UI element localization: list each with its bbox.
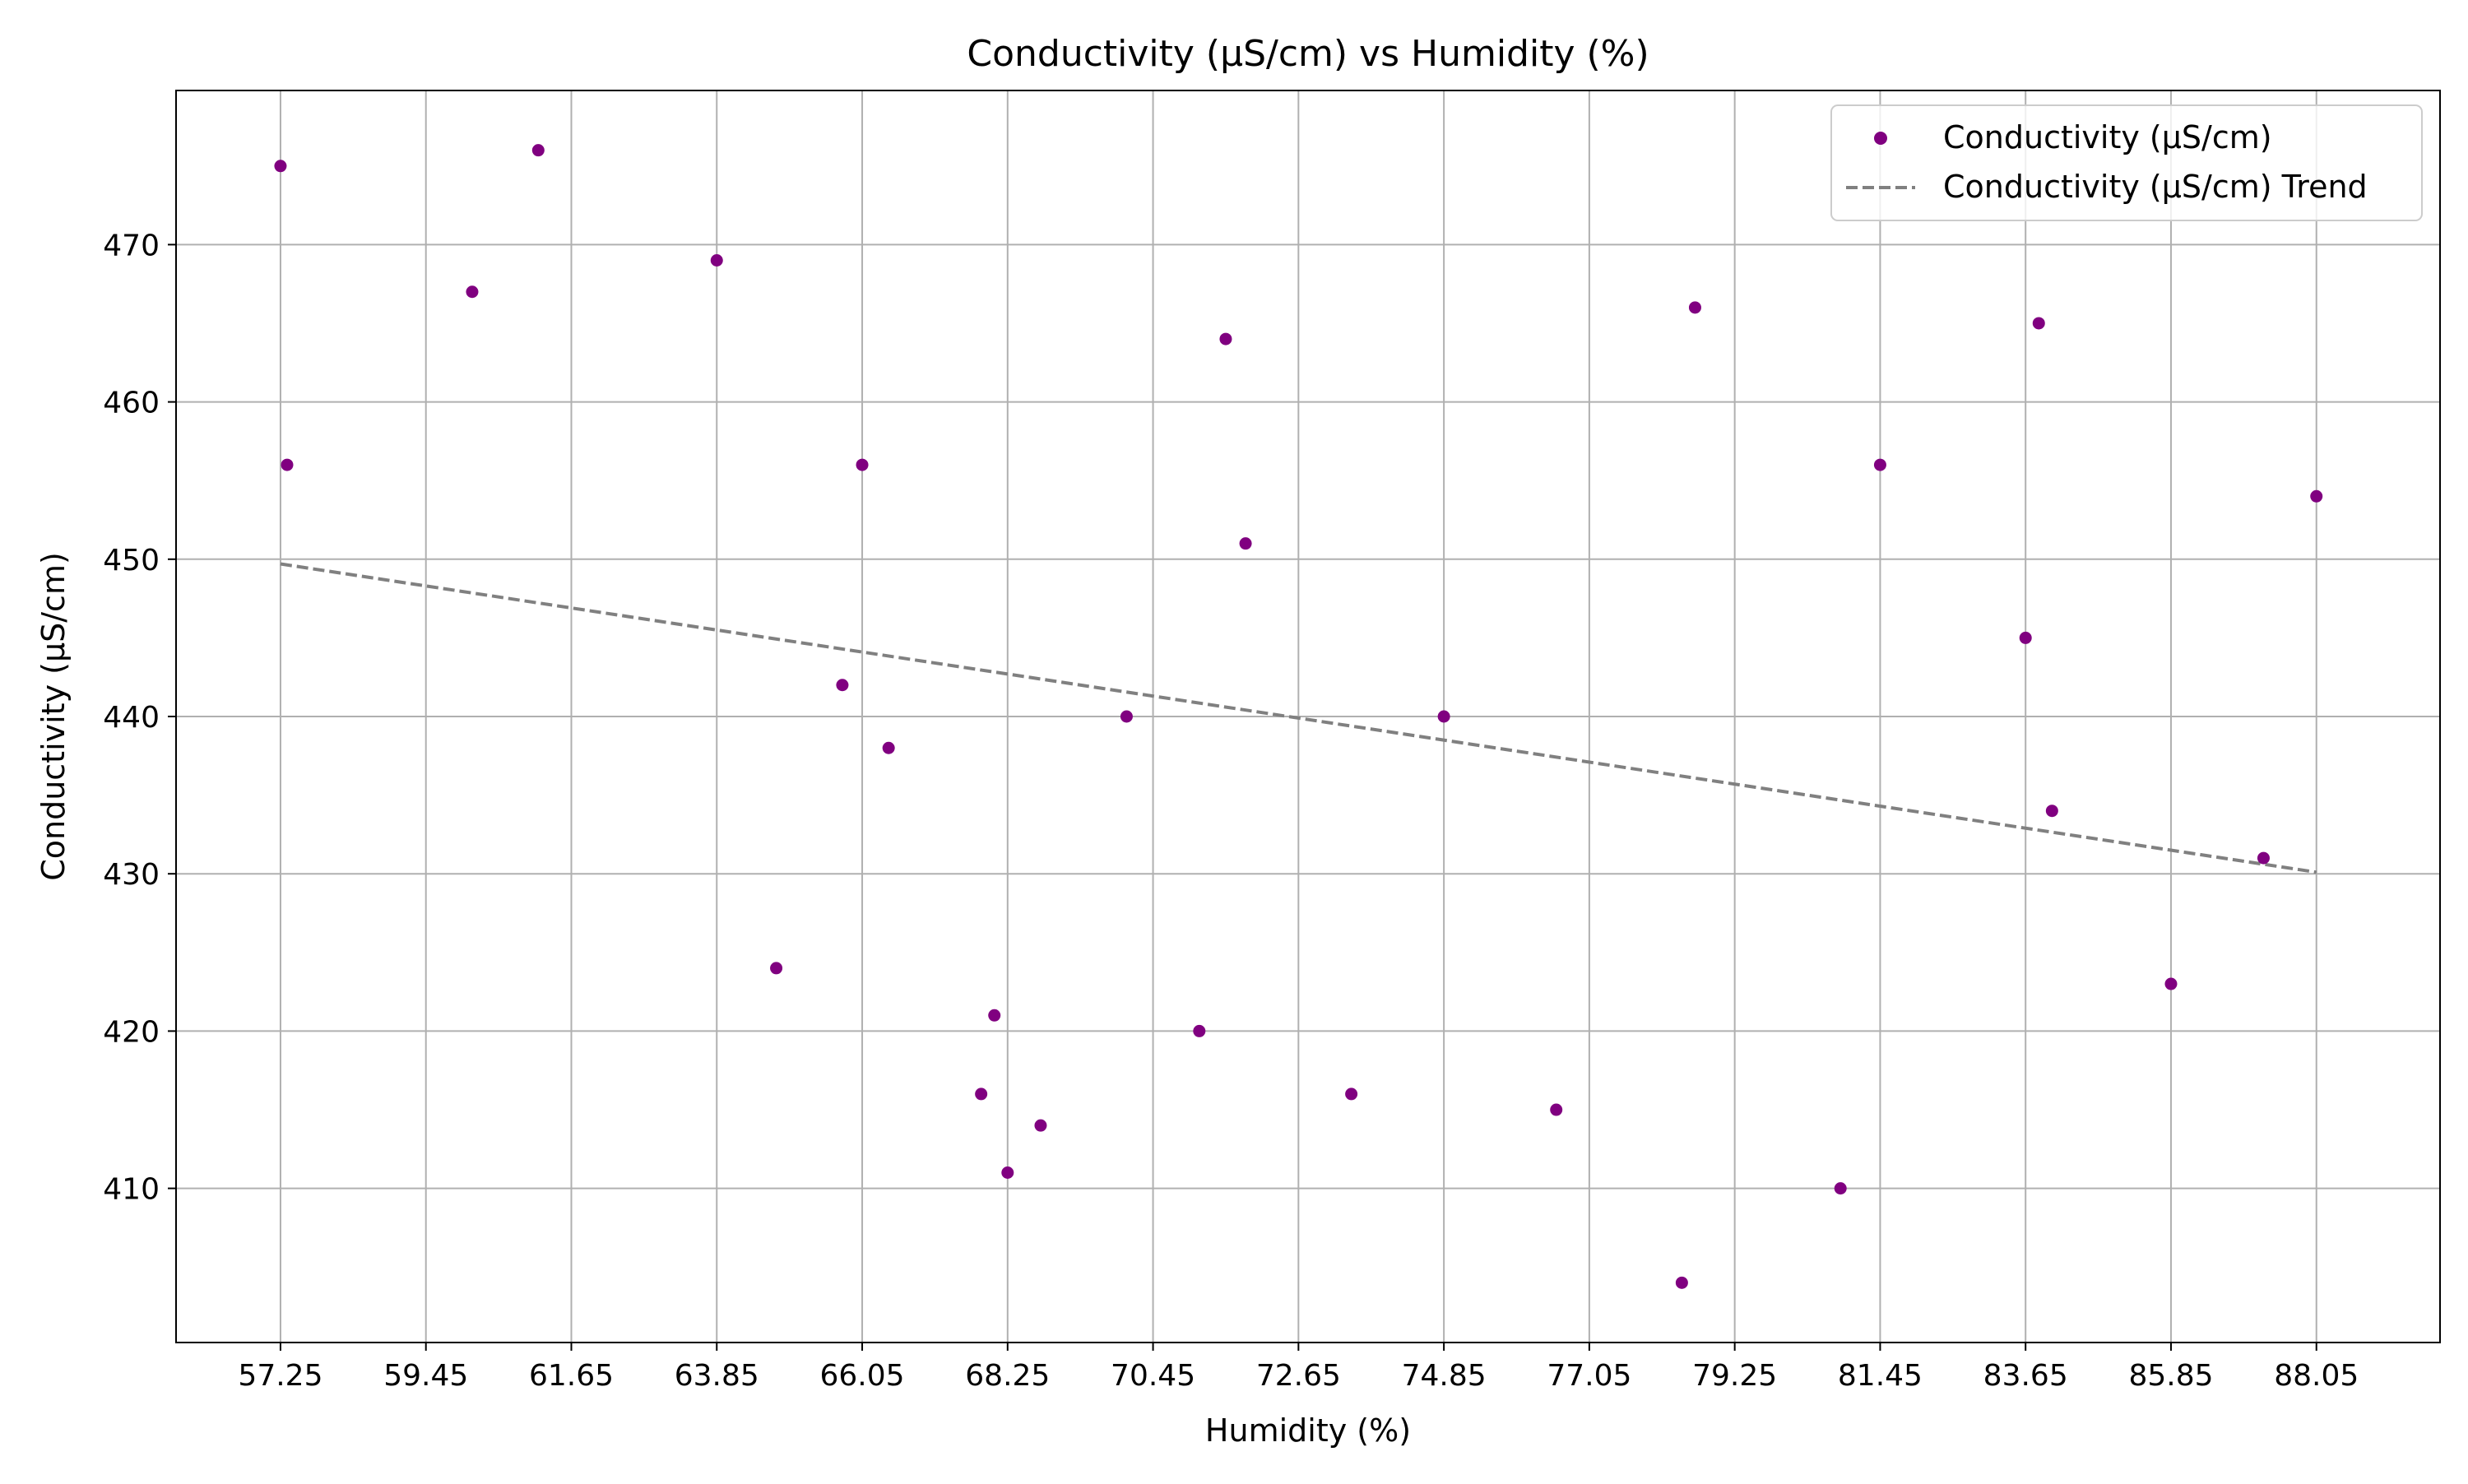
data-point [2045,805,2058,818]
data-point [1834,1182,1847,1195]
y-tick-label: 430 [103,858,160,892]
x-tick-label: 70.45 [1111,1359,1195,1393]
chart-title: Conductivity (µS/cm) vs Humidity (%) [967,33,1649,75]
data-point [1120,710,1133,723]
y-tick-label: 410 [103,1173,160,1207]
data-point [710,254,723,267]
y-tick-label: 470 [103,229,160,262]
data-point [531,144,545,157]
data-point [2032,317,2045,330]
x-tick-label: 59.45 [383,1359,468,1393]
y-tick-label: 450 [103,544,160,577]
x-tick-label: 68.25 [965,1359,1050,1393]
data-point [2164,977,2178,990]
x-tick-label: 79.25 [1692,1359,1777,1393]
data-point [1437,710,1450,723]
x-tick-label: 57.25 [238,1359,322,1393]
data-point [1239,537,1252,550]
x-axis-ticks: 57.25 59.45 61.65 63.85 66.05 68.25 70.45 72.65… [238,1343,2359,1393]
legend-box [1830,104,2423,221]
x-tick-label: 61.65 [529,1359,614,1393]
x-axis-label: Humidity (%) [1205,1412,1411,1449]
data-point [1550,1103,1563,1116]
y-tick-label: 440 [103,701,160,735]
data-point [1675,1276,1688,1289]
x-tick-label: 83.65 [1983,1359,2068,1393]
legend-label-scatter: Conductivity (µS/cm) [1943,119,2272,155]
x-tick-label: 77.05 [1547,1359,1631,1393]
x-tick-label: 63.85 [675,1359,759,1393]
y-axis-ticks: 410 420 430 440 450 460 470 [103,229,176,1207]
data-point [1034,1119,1047,1132]
y-axis-label: Conductivity (µS/cm) [35,552,72,881]
data-point [988,1009,1001,1022]
x-tick-label: 85.85 [2128,1359,2213,1393]
data-point [2019,631,2032,644]
legend-scatter-marker [1874,132,1887,145]
x-tick-label: 88.05 [2274,1359,2359,1393]
legend: Conductivity (µS/cm) Conductivity (µS/cm… [1830,104,2423,221]
data-point [1219,332,1232,345]
data-point [2310,489,2323,503]
trend-line [280,562,2317,874]
data-point [1193,1024,1206,1037]
data-point [975,1087,988,1101]
x-tick-label: 72.65 [1256,1359,1341,1393]
y-tick-label: 460 [103,387,160,420]
data-point [274,160,287,173]
data-point [882,741,895,754]
data-point [281,458,294,471]
data-point [1688,301,1701,314]
data-point [1345,1087,1358,1101]
data-point [856,458,869,471]
data-point [770,962,783,975]
grid-lines [176,90,2440,1343]
x-tick-label: 66.05 [820,1359,905,1393]
data-point [466,285,479,299]
data-point [836,679,849,692]
data-point [2257,851,2270,865]
data-point [1001,1166,1014,1179]
trend-layer [280,562,2317,874]
data-points [274,144,2323,1289]
y-tick-label: 420 [103,1015,160,1049]
x-tick-label: 81.45 [1838,1359,1923,1393]
x-tick-label: 74.85 [1402,1359,1487,1393]
legend-label-trend: Conductivity (µS/cm) Trend [1943,169,2368,205]
data-point [1873,458,1886,471]
